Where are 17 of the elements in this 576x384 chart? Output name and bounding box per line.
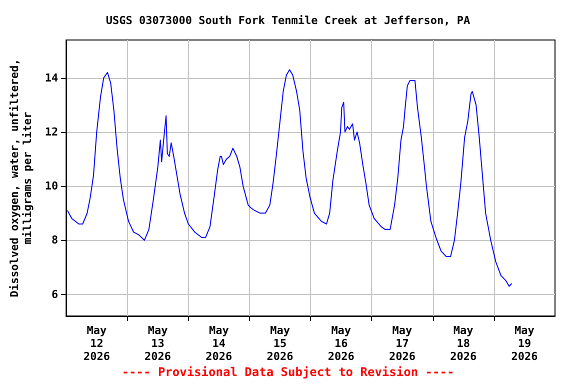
x-tick-label: May 19 2026 bbox=[511, 324, 538, 363]
y-axis-title: Dissolved oxygen, water, unfiltered, milligrams per liter bbox=[8, 58, 34, 298]
text: ---- Provisional Data Subject to Revision ---- bbox=[122, 365, 454, 379]
y-tick-label: 14 bbox=[44, 71, 59, 84]
chart-title: USGS 03073000 South Fork Tenmile Creek at Jefferson, PA bbox=[106, 14, 470, 27]
line-series bbox=[66, 69, 512, 287]
y-tick-label: 12 bbox=[44, 126, 58, 138]
x-tick-label: May 12 2026 bbox=[83, 324, 110, 363]
x-tick-label: May 16 2026 bbox=[328, 324, 355, 363]
x-tick-label: May 18 2026 bbox=[450, 324, 477, 363]
y-tick-label: 6 bbox=[52, 288, 59, 301]
x-tick-label: May 15 2026 bbox=[266, 324, 294, 363]
x-tick-label: May 14 2026 bbox=[206, 324, 233, 363]
x-tick-label: May 13 2026 bbox=[144, 324, 172, 363]
x-tick-label: May 17 2026 bbox=[388, 324, 416, 363]
y-tick-label: 10 bbox=[44, 180, 58, 193]
y-tick-label: 8 bbox=[52, 234, 58, 247]
